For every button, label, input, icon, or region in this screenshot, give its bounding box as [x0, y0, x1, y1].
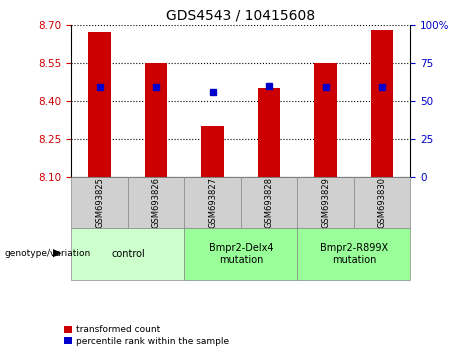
Bar	[314, 63, 337, 177]
Text: control: control	[111, 249, 145, 259]
Text: GSM693825: GSM693825	[95, 177, 104, 228]
Bar	[258, 88, 280, 177]
Bar	[354, 177, 410, 228]
Text: Bmpr2-R899X
mutation: Bmpr2-R899X mutation	[320, 243, 388, 265]
Text: GSM693828: GSM693828	[265, 177, 274, 228]
Bar	[89, 32, 111, 177]
Text: GSM693829: GSM693829	[321, 177, 330, 228]
Bar	[71, 177, 128, 228]
Text: GSM693826: GSM693826	[152, 177, 161, 228]
Bar	[145, 63, 167, 177]
Bar	[71, 228, 184, 280]
Bar	[201, 126, 224, 177]
Bar	[371, 30, 393, 177]
Title: GDS4543 / 10415608: GDS4543 / 10415608	[166, 8, 315, 22]
Bar	[184, 177, 241, 228]
Bar	[128, 177, 184, 228]
Text: GSM693827: GSM693827	[208, 177, 217, 228]
Text: GSM693830: GSM693830	[378, 177, 387, 228]
Bar	[184, 228, 297, 280]
Bar	[297, 228, 410, 280]
Text: ▶: ▶	[53, 248, 61, 258]
Bar	[297, 177, 354, 228]
Text: genotype/variation: genotype/variation	[5, 249, 91, 258]
Bar	[241, 177, 297, 228]
Text: Bmpr2-Delx4
mutation: Bmpr2-Delx4 mutation	[209, 243, 273, 265]
Legend: transformed count, percentile rank within the sample: transformed count, percentile rank withi…	[65, 325, 229, 346]
